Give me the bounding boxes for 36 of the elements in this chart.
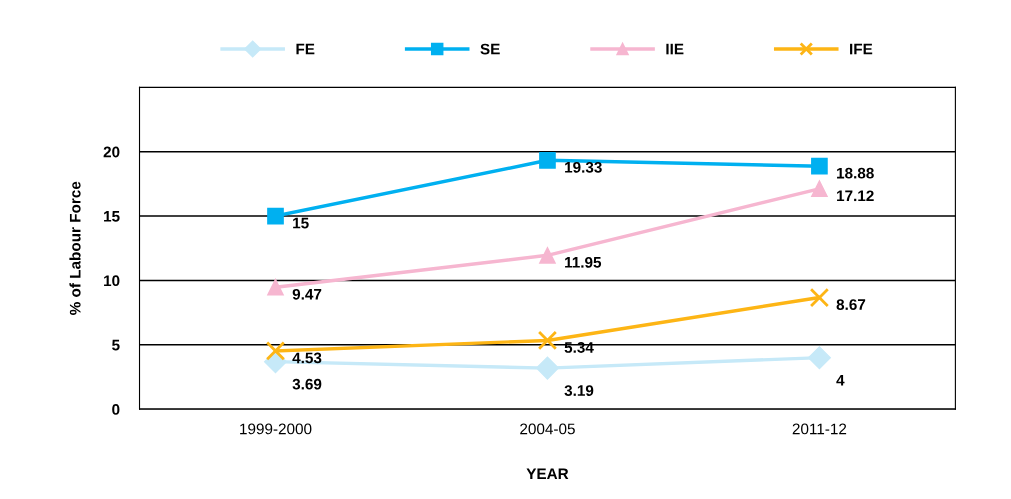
point	[535, 356, 559, 380]
point	[267, 207, 284, 225]
data-label: 4	[836, 374, 845, 386]
y-tick-label: 10	[104, 275, 120, 287]
y-tick-label: 0	[112, 404, 120, 415]
point	[539, 246, 556, 264]
data-label: 8.67	[836, 299, 866, 310]
y-tick-label: 20	[103, 146, 120, 158]
point	[809, 287, 830, 308]
legend-label: IIE	[666, 43, 684, 55]
x-tick-label: 2011-12	[792, 423, 847, 435]
point	[267, 278, 284, 296]
x-axis-title: YEAR	[526, 468, 569, 479]
legend-label: SE	[480, 43, 500, 55]
legend-label: IFE	[850, 43, 873, 55]
data-label: 17.12	[837, 190, 874, 202]
x-tick-label: 2004-05	[520, 423, 575, 435]
x-tick-label: 1999-2000	[240, 423, 312, 435]
point	[811, 180, 828, 198]
y-tick-label: 5	[112, 339, 120, 351]
data-label: 4.53	[292, 352, 322, 364]
legend-label: FE	[296, 43, 315, 55]
point	[265, 341, 286, 361]
data-label: 9.47	[292, 288, 322, 300]
point	[811, 157, 828, 175]
data-label: 18.88	[837, 167, 874, 179]
data-label: 15	[293, 217, 309, 229]
data-label: 3.19	[564, 385, 594, 397]
data-label: 11.95	[565, 256, 602, 268]
point	[807, 346, 831, 370]
data-label: 3.69	[292, 378, 322, 390]
point	[539, 151, 556, 169]
point	[537, 330, 558, 351]
data-label: 19.33	[565, 161, 602, 173]
y-axis-title: % of Labour Force	[69, 181, 81, 315]
y-tick-label: 15	[104, 211, 120, 222]
